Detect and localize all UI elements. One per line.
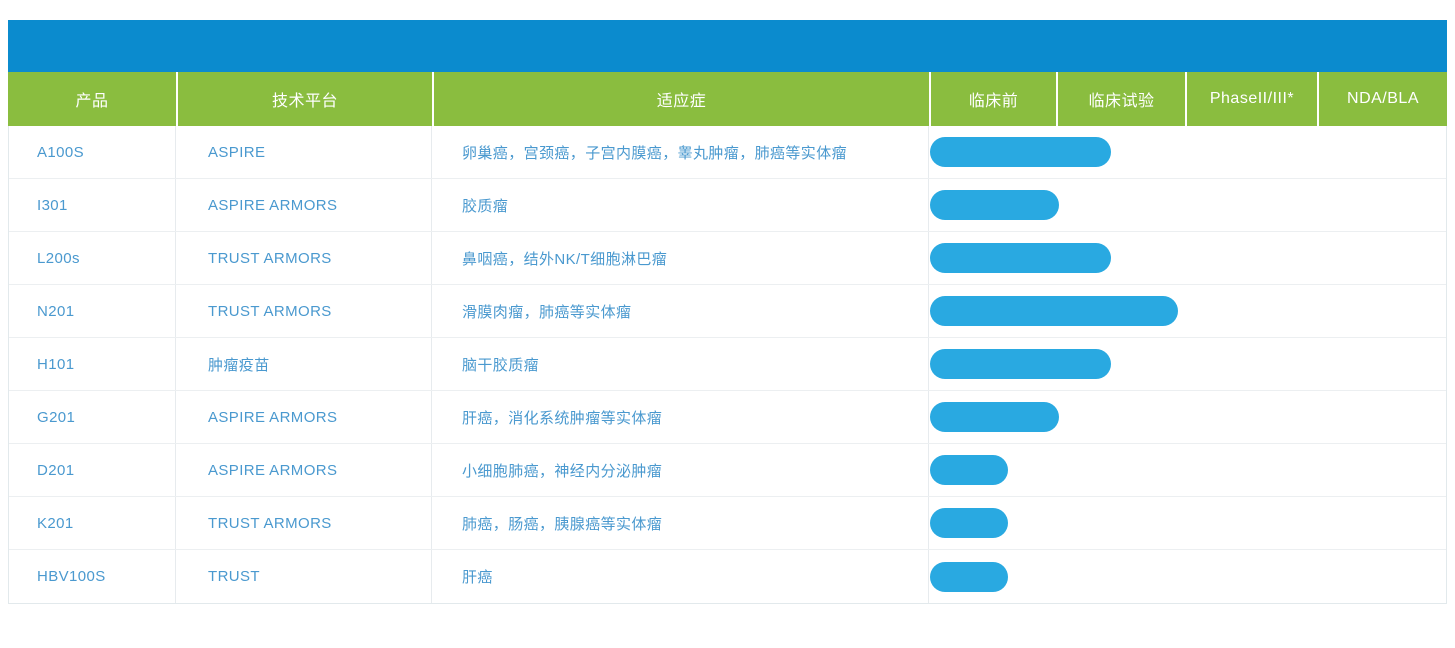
stage-track (929, 444, 1446, 496)
col-header-phase2-3: PhaseII/III* (1185, 72, 1317, 126)
product-name: I301 (9, 179, 176, 231)
col-header-preclinical: 临床前 (929, 72, 1056, 126)
platform-name: ASPIRE (176, 126, 432, 178)
platform-name: ASPIRE ARMORS (176, 391, 432, 443)
indication-text: 滑膜肉瘤，肺癌等实体瘤 (432, 285, 929, 337)
table-row: I301 ASPIRE ARMORS 胶质瘤 (9, 179, 1446, 232)
progress-bar (930, 190, 1059, 220)
stage-track (929, 126, 1446, 178)
progress-bar (930, 137, 1111, 167)
table-row: G201 ASPIRE ARMORS 肝癌，消化系统肿瘤等实体瘤 (9, 391, 1446, 444)
product-name: N201 (9, 285, 176, 337)
stage-track (929, 338, 1446, 390)
product-name: G201 (9, 391, 176, 443)
progress-bar (930, 561, 1008, 592)
col-header-platform: 技术平台 (176, 72, 432, 126)
platform-name: TRUST ARMORS (176, 497, 432, 549)
progress-bar (930, 455, 1008, 485)
indication-text: 肺癌，肠癌，胰腺癌等实体瘤 (432, 497, 929, 549)
indication-text: 肝癌，消化系统肿瘤等实体瘤 (432, 391, 929, 443)
col-header-nda-bla: NDA/BLA (1317, 72, 1447, 126)
stage-track (929, 497, 1446, 549)
indication-text: 脑干胶质瘤 (432, 338, 929, 390)
table-row: D201 ASPIRE ARMORS 小细胞肺癌，神经内分泌肿瘤 (9, 444, 1446, 497)
col-header-product: 产品 (75, 93, 109, 110)
col-header-indication: 适应症 (432, 72, 929, 126)
table-row: N201 TRUST ARMORS 滑膜肉瘤，肺癌等实体瘤 (9, 285, 1446, 338)
stage-track (929, 391, 1446, 443)
table-row: H101 肿瘤疫苗 脑干胶质瘤 (9, 338, 1446, 391)
stage-track (929, 285, 1446, 337)
progress-bar (930, 402, 1059, 432)
indication-text: 胶质瘤 (432, 179, 929, 231)
platform-name: 肿瘤疫苗 (176, 338, 432, 390)
stage-track (929, 550, 1446, 603)
indication-text: 卵巢癌，宫颈癌，子宫内膜癌，睾丸肿瘤，肺癌等实体瘤 (432, 126, 929, 178)
pipeline-page: 产品 技术平台 适应症 临床前 临床试验 PhaseII/III* NDA/BL… (0, 20, 1455, 648)
platform-name: ASPIRE ARMORS (176, 179, 432, 231)
indication-text: 小细胞肺癌，神经内分泌肿瘤 (432, 444, 929, 496)
top-banner (8, 20, 1447, 72)
table-row: A100S ASPIRE 卵巢癌，宫颈癌，子宫内膜癌，睾丸肿瘤，肺癌等实体瘤 (9, 126, 1446, 179)
table-header: 产品 技术平台 适应症 临床前 临床试验 PhaseII/III* NDA/BL… (8, 72, 1447, 126)
platform-name: TRUST ARMORS (176, 232, 432, 284)
platform-name: TRUST ARMORS (176, 285, 432, 337)
progress-bar (930, 296, 1178, 326)
product-name: A100S (9, 126, 176, 178)
product-name: D201 (9, 444, 176, 496)
platform-name: ASPIRE ARMORS (176, 444, 432, 496)
product-name: L200s (9, 232, 176, 284)
col-header-clinical-trial: 临床试验 (1056, 72, 1185, 126)
product-name: K201 (9, 497, 176, 549)
table-row: L200s TRUST ARMORS 鼻咽癌，结外NK/T细胞淋巴瘤 (9, 232, 1446, 285)
stage-track (929, 179, 1446, 231)
table-row: HBV100S TRUST 肝癌 (9, 550, 1446, 603)
pipeline-table: 产品 技术平台 适应症 临床前 临床试验 PhaseII/III* NDA/BL… (8, 72, 1447, 604)
stage-track (929, 232, 1446, 284)
indication-text: 肝癌 (432, 550, 929, 603)
product-name: HBV100S (9, 550, 176, 603)
platform-name: TRUST (176, 550, 432, 603)
product-name: H101 (9, 338, 176, 390)
progress-bar (930, 508, 1008, 538)
progress-bar (930, 243, 1111, 273)
table-body: A100S ASPIRE 卵巢癌，宫颈癌，子宫内膜癌，睾丸肿瘤，肺癌等实体瘤 I… (8, 126, 1447, 604)
table-row: K201 TRUST ARMORS 肺癌，肠癌，胰腺癌等实体瘤 (9, 497, 1446, 550)
progress-bar (930, 349, 1111, 379)
indication-text: 鼻咽癌，结外NK/T细胞淋巴瘤 (432, 232, 929, 284)
